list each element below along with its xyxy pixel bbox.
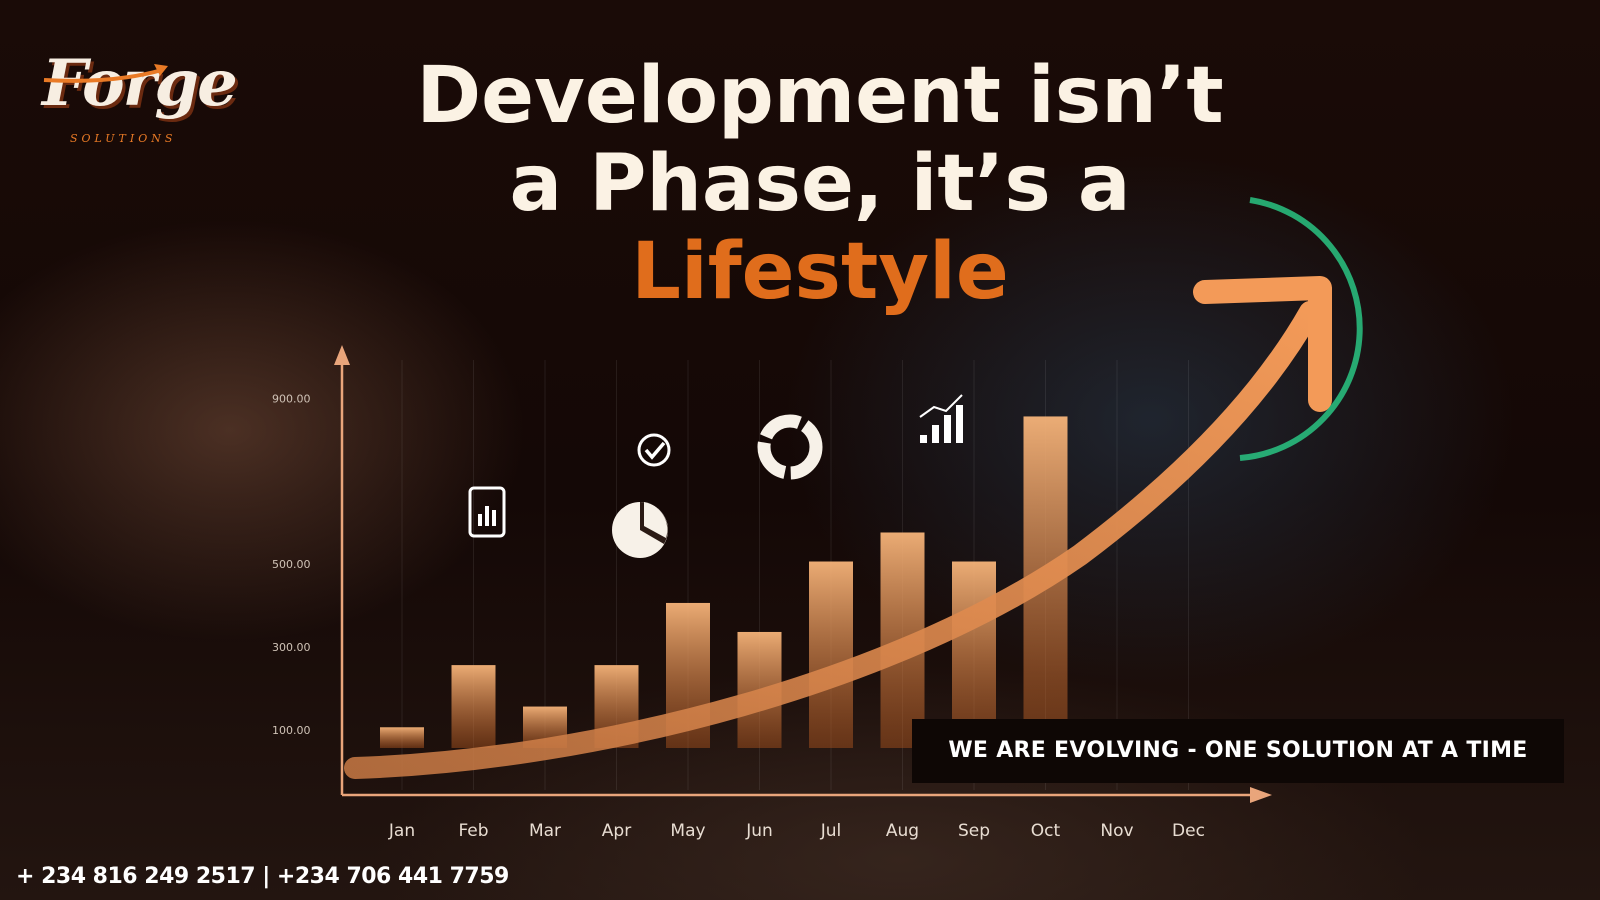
forge-logo: Forge SOLUTIONS (42, 30, 238, 152)
contact-phones: + 234 816 249 2517 | +234 706 441 7759 (16, 864, 509, 889)
x-tick-label: Aug (886, 821, 919, 841)
headline: Development isn’t a Phase, it’s a Lifest… (300, 52, 1340, 316)
chart-bar (451, 665, 496, 748)
y-axis-arrow-icon (334, 345, 350, 365)
donut-chart-icon (757, 414, 823, 480)
trend-arrow-icon (344, 276, 1332, 779)
pie-chart-icon (612, 502, 668, 558)
headline-line-3: Lifestyle (631, 227, 1009, 317)
x-tick-label: Feb (458, 821, 488, 841)
tagline-banner: WE ARE EVOLVING - ONE SOLUTION AT A TIME (912, 719, 1564, 783)
y-tick-label: 300.00 (272, 641, 311, 654)
chart-bar (952, 561, 996, 748)
logo-wordmark: Forge (42, 46, 238, 121)
x-tick-label: Apr (602, 821, 631, 841)
headline-line-1: Development isn’t (416, 51, 1224, 141)
y-tick-label: 900.00 (272, 392, 311, 405)
green-arc-accent (1239, 197, 1363, 461)
x-tick-label: May (670, 821, 705, 841)
chart-x-labels: Jan Feb Mar Apr May Jun Jul Aug Sep Oct Nov Dec (388, 821, 1205, 841)
x-tick-label: Jun (745, 821, 773, 841)
chart-axes (334, 345, 1272, 803)
x-tick-label: Nov (1100, 821, 1133, 841)
report-icon (468, 486, 506, 538)
y-tick-label: 500.00 (272, 558, 311, 571)
y-tick-label: 100.00 (272, 724, 311, 737)
bar-growth-icon (919, 394, 963, 443)
x-tick-label: Oct (1031, 821, 1061, 841)
logo-subtitle: SOLUTIONS (70, 132, 177, 145)
x-tick-label: Sep (958, 821, 990, 841)
x-tick-label: Jul (820, 821, 842, 841)
logo-arrow-icon (43, 64, 168, 83)
checkmark-icon (637, 433, 671, 467)
chart-bar (809, 561, 853, 748)
x-tick-label: Jan (388, 821, 415, 841)
chart-y-ticks: 100.00 300.00 500.00 900.00 (272, 392, 311, 737)
x-tick-label: Dec (1172, 821, 1205, 841)
chart-bars (380, 416, 1068, 748)
x-tick-label: Mar (529, 821, 561, 841)
headline-line-2: a Phase, it’s a (509, 139, 1131, 229)
x-axis-arrow-icon (1250, 787, 1272, 803)
chart-bar (380, 727, 424, 748)
